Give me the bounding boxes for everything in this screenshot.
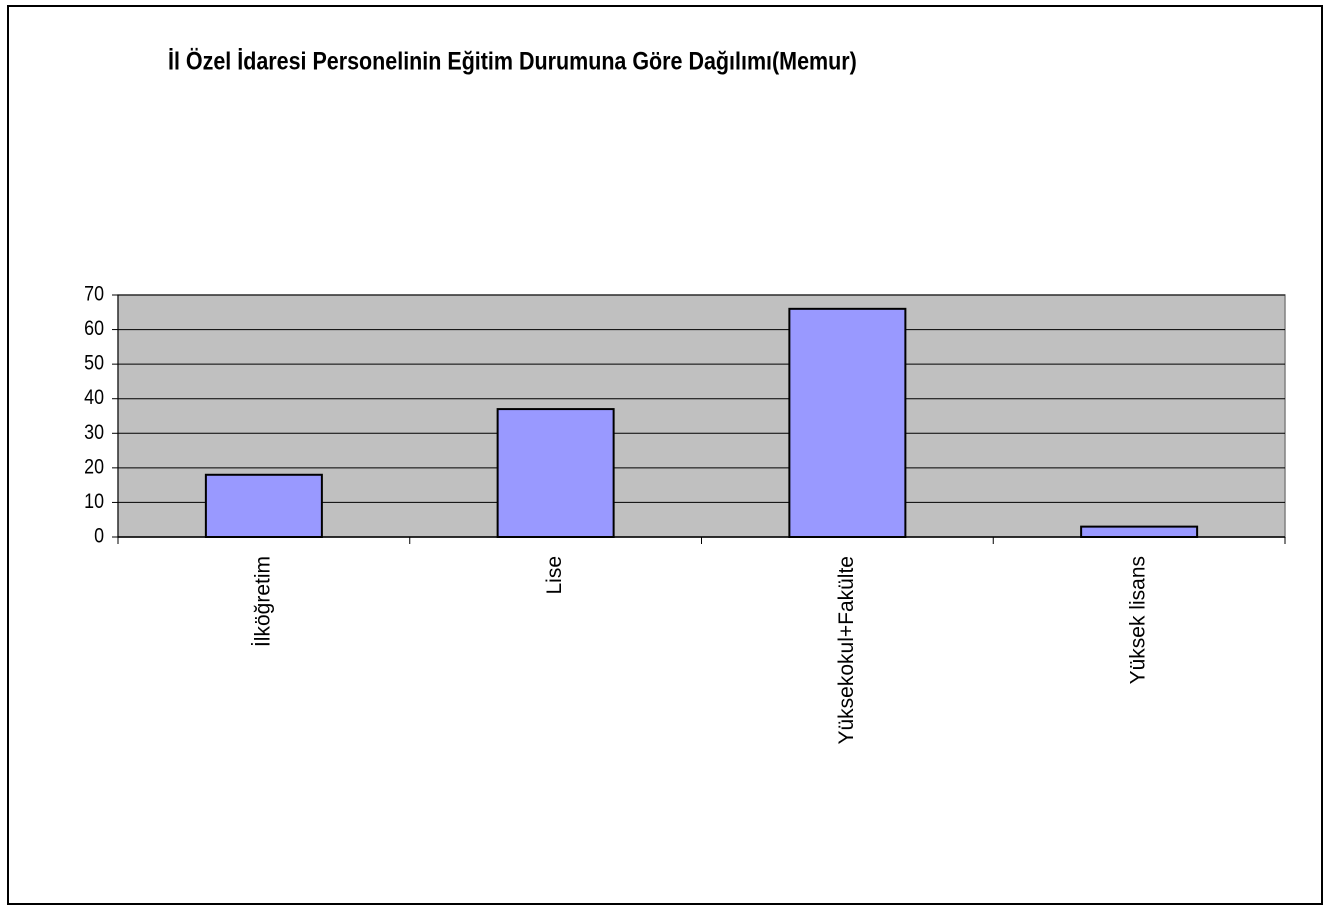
y-tick-label: 40 xyxy=(84,386,104,410)
y-tick-label: 20 xyxy=(84,455,104,479)
y-tick-label: 30 xyxy=(84,421,104,445)
y-tick-label: 0 xyxy=(94,524,104,548)
bar xyxy=(1080,525,1199,539)
x-tick-label: Yüksekokul+Fakülte xyxy=(835,556,858,745)
y-tick-label: 10 xyxy=(84,490,104,514)
x-tick-label: İlköğretim xyxy=(251,556,274,647)
bar xyxy=(204,473,323,538)
y-tick-label: 70 xyxy=(84,282,104,306)
bar xyxy=(788,307,907,539)
y-tick-label: 50 xyxy=(84,351,104,375)
y-tick-label: 60 xyxy=(84,317,104,341)
bar xyxy=(496,408,615,539)
x-tick-label: Yüksek lisans xyxy=(1127,556,1150,684)
x-tick-label: Lise xyxy=(543,556,566,595)
chart-title: İl Özel İdaresi Personelinin Eğitim Duru… xyxy=(168,47,857,75)
